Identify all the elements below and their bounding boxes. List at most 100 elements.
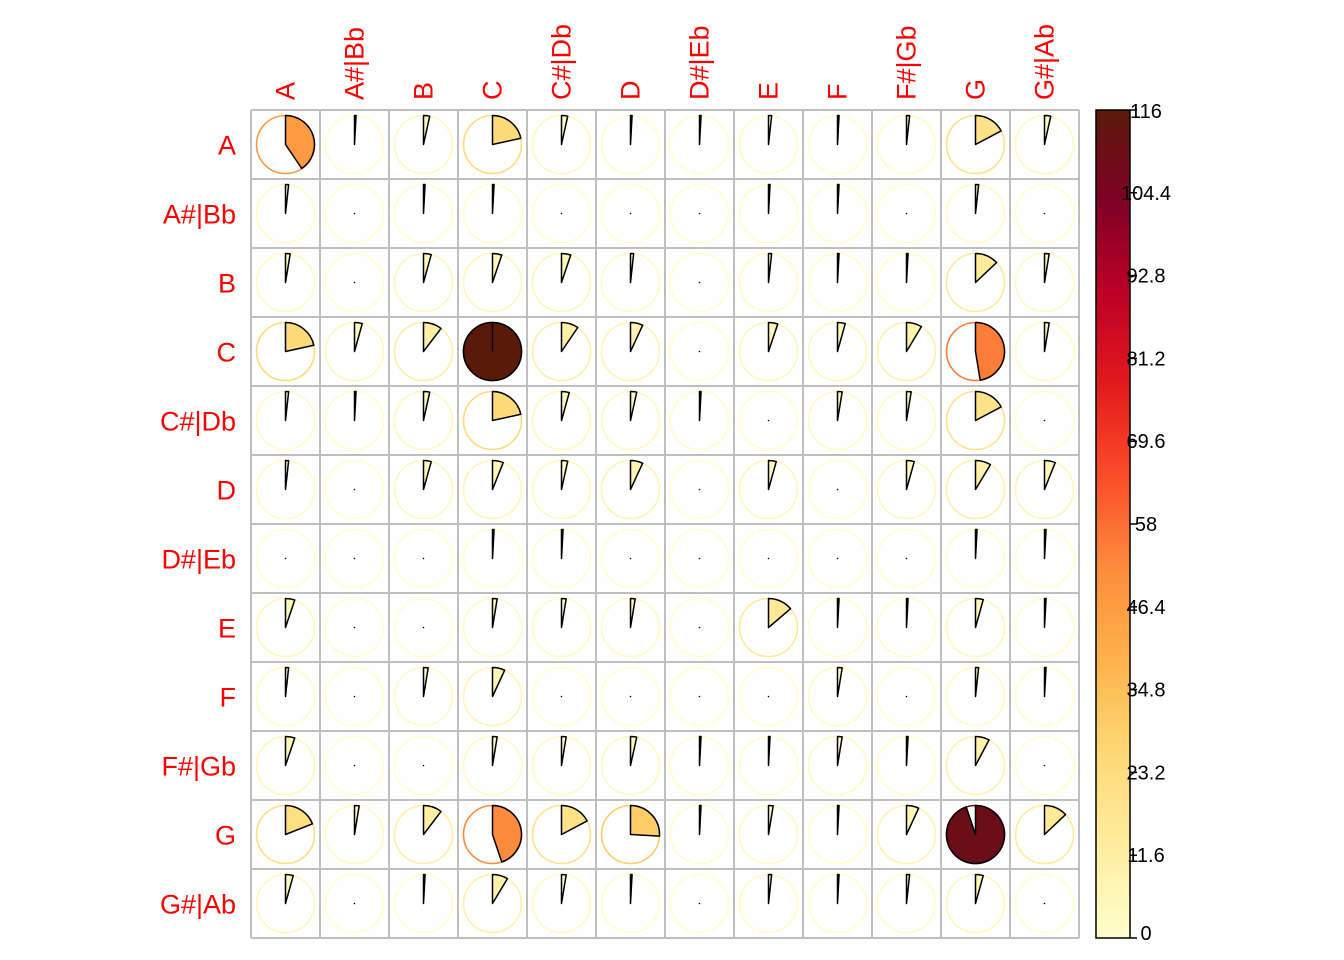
cell-pie [905, 804, 920, 836]
cell-e-a-bb [324, 597, 385, 658]
colorbar-tick-label: 46.4 [1127, 597, 1166, 619]
cell-f-gb-e [738, 735, 799, 796]
col-label-e: E [754, 82, 784, 100]
cell-ring [531, 666, 592, 727]
cell-c-f-gb [876, 321, 937, 382]
cell-a-e [738, 114, 799, 175]
cell-a-g-ab [1014, 114, 1075, 175]
cell-c-db-a-bb [324, 390, 385, 451]
cell-e-a [255, 597, 316, 658]
cell-ring [324, 459, 385, 520]
cell-a-bb-d [600, 183, 661, 244]
cell-pie [629, 735, 638, 767]
cell-b-a [255, 252, 316, 313]
colorbar-tick-label: 11.6 [1127, 845, 1164, 867]
cell-pie [974, 183, 980, 215]
cell-a-d [600, 114, 661, 175]
cell-f-gb-a [255, 735, 316, 796]
cell-dot [422, 626, 425, 629]
cell-pie [284, 666, 290, 698]
cell-pie [284, 321, 315, 353]
cell-g-a [255, 804, 316, 865]
cell-g-g-ab [1014, 804, 1075, 865]
cell-pie [767, 597, 792, 629]
cell-a-c [462, 114, 523, 175]
cell-pie [491, 528, 495, 560]
cell-layer [255, 114, 1075, 934]
cell-g-ab-f [807, 873, 868, 934]
col-label-g: G [961, 79, 991, 100]
cell-dot [284, 557, 287, 560]
cell-f-gb-a-bb [324, 735, 385, 796]
cell-e-b [393, 597, 454, 658]
row-label-a-bb: A#|Bb [163, 200, 236, 230]
cell-d-c [462, 459, 523, 520]
cell-g-ab-a [255, 873, 316, 934]
col-label-f-gb: F#|Gb [892, 25, 922, 100]
cell-a-bb-g-ab [1014, 183, 1075, 244]
cell-f-a [255, 666, 316, 727]
cell-dot [767, 695, 770, 698]
cell-b-e [738, 252, 799, 313]
cell-d-eb-g-ab [1014, 528, 1075, 589]
cell-f-gb-d-eb [669, 735, 730, 796]
cell-d-c-db [531, 459, 592, 520]
row-label-c: C [217, 338, 237, 368]
cell-d-eb-b [393, 528, 454, 589]
cell-pie [836, 804, 840, 836]
cell-ring [669, 873, 730, 934]
cell-ring [669, 597, 730, 658]
cell-ring [876, 666, 937, 727]
cell-b-d [600, 252, 661, 313]
cell-pie [1043, 321, 1050, 353]
row-label-g-ab: G#|Ab [160, 890, 236, 920]
cell-dot [353, 695, 356, 698]
cell-pie [629, 804, 661, 837]
cell-a-d-eb [669, 114, 730, 175]
cell-g-ab-f-gb [876, 873, 937, 934]
cell-g-c-db [531, 804, 592, 865]
cell-dot [422, 557, 425, 560]
row-label-d-eb: D#|Eb [161, 545, 236, 575]
cell-dot [836, 488, 839, 491]
cell-pie [284, 183, 290, 215]
cell-pie [974, 597, 985, 629]
cell-pie [836, 390, 843, 422]
cell-pie [1043, 252, 1050, 284]
cell-pie [698, 114, 702, 146]
cell-f-c-db [531, 666, 592, 727]
cell-dot [1043, 212, 1046, 215]
cell-c-a-bb [324, 321, 385, 382]
cell-pie [284, 735, 296, 767]
cell-c-db-d [600, 390, 661, 451]
cell-pie [905, 252, 909, 284]
colorbar-tick-label: 116 [1130, 101, 1162, 123]
cell-dot [698, 281, 701, 284]
cell-c-db-c [462, 390, 523, 451]
cell-ring [738, 390, 799, 451]
cell-pie [284, 114, 316, 170]
cell-f-c [462, 666, 523, 727]
cell-ring [531, 183, 592, 244]
cell-pie [560, 597, 567, 629]
cell-pie [284, 873, 295, 905]
cell-a-bb-a-bb [324, 183, 385, 244]
cell-d-d [600, 459, 661, 520]
cell-b-c-db [531, 252, 592, 313]
cell-pie [836, 252, 840, 284]
cell-f-d-eb [669, 666, 730, 727]
cell-pie [836, 597, 840, 629]
cell-pie [974, 459, 992, 491]
cell-f-d [600, 666, 661, 727]
cell-dot [698, 902, 701, 905]
cell-d-eb-c-db [531, 528, 592, 589]
cell-e-f-gb [876, 597, 937, 658]
cell-pie [560, 804, 588, 836]
cell-d-a [255, 459, 316, 520]
cell-pie [491, 873, 509, 905]
cell-pie [491, 666, 506, 698]
colorbar: 0 11.6 23.2 34.8 46.4 58 69.6 81.2 92.8 104.4 116 [1095, 101, 1171, 945]
cell-dot [698, 350, 701, 353]
cell-pie [560, 114, 569, 146]
cell-g-f-gb [876, 804, 937, 865]
